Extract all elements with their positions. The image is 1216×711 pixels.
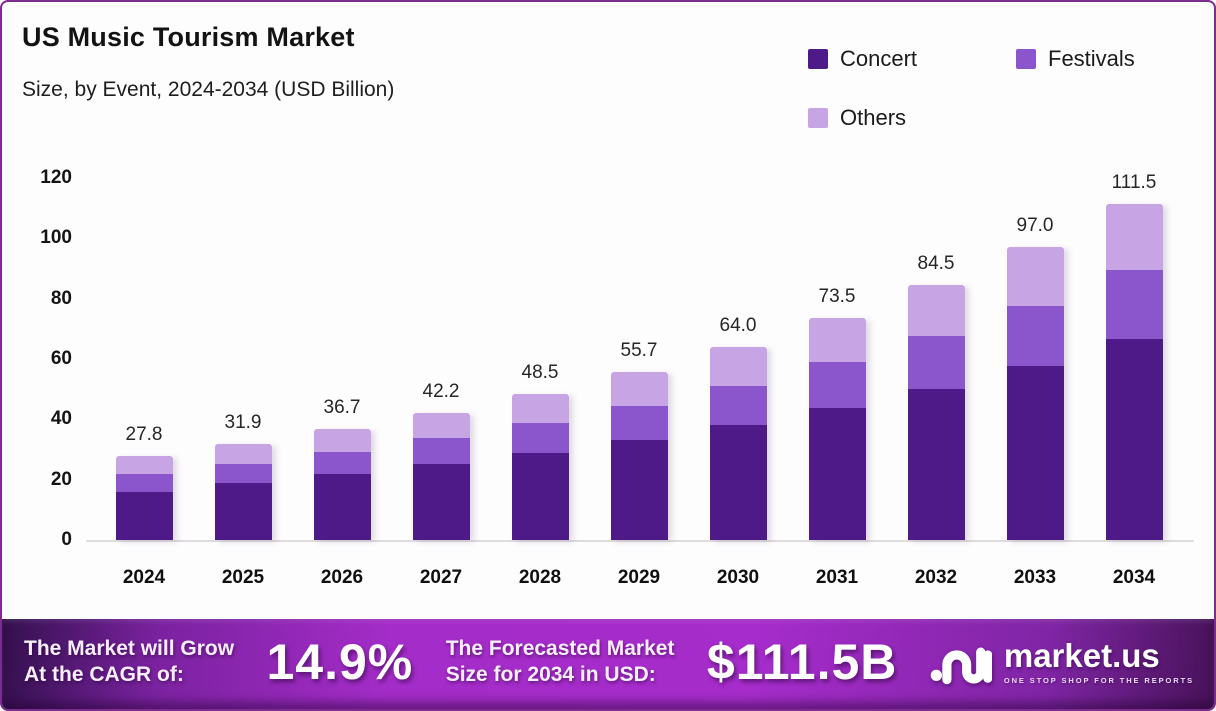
bar-segment-concert-2028 [511, 452, 569, 540]
x-tick-2024: 2024 [122, 567, 166, 588]
bar-2033 [1006, 247, 1064, 540]
bar-segment-festivals-2033 [1006, 305, 1064, 366]
y-tick-100: 100 [40, 227, 72, 249]
bar-segment-festivals-2024 [115, 473, 173, 492]
total-label-2032: 84.5 [917, 253, 955, 275]
brand-tagline: ONE STOP SHOP FOR THE REPORTS [1003, 676, 1194, 685]
x-axis-line [86, 540, 1194, 542]
total-label-2034: 111.5 [1111, 171, 1157, 193]
legend-label-others: Others [840, 105, 907, 130]
bar-segment-others-2027 [412, 412, 470, 439]
legend-item-others: Others [808, 105, 906, 131]
total-label-2027: 42.2 [422, 380, 460, 402]
legend-item-festivals: Festivals [1016, 46, 1135, 72]
bar-segment-others-2032 [907, 285, 965, 337]
bar-segment-festivals-2026 [313, 451, 371, 475]
bar-segment-others-2034 [1105, 203, 1163, 270]
total-label-2025: 31.9 [224, 411, 262, 433]
cagr-value: 14.9% [266, 634, 414, 690]
forecast-value: $111.5B [706, 634, 898, 690]
total-label-2033: 97.0 [1016, 215, 1054, 237]
cagr-label: The Market will Grow At the CAGR of: [24, 636, 235, 686]
total-label-2030: 64.0 [719, 314, 757, 336]
y-tick-60: 60 [50, 348, 72, 369]
x-tick-2025: 2025 [221, 567, 265, 588]
bar-segment-festivals-2027 [412, 438, 470, 464]
bar-2029 [610, 371, 668, 540]
y-tick-0: 0 [61, 529, 72, 550]
bar-2028 [511, 393, 569, 540]
total-label-2028: 48.5 [521, 361, 559, 383]
y-tick-40: 40 [50, 408, 72, 430]
bar-segment-others-2030 [709, 346, 767, 387]
bar-segment-others-2028 [511, 393, 569, 424]
y-tick-120: 120 [40, 167, 72, 188]
y-tick-20: 20 [50, 468, 72, 490]
legend-label-concert: Concert [840, 46, 918, 71]
bar-segment-festivals-2029 [610, 406, 668, 441]
bar-segment-concert-2027 [412, 463, 470, 540]
page-title: US Music Tourism Market [22, 22, 355, 52]
x-tick-2028: 2028 [518, 567, 562, 588]
bar-segment-concert-2034 [1105, 338, 1163, 540]
bar-segment-festivals-2032 [907, 336, 965, 389]
bar-segment-concert-2024 [115, 492, 173, 540]
x-tick-2029: 2029 [617, 567, 661, 588]
bar-2034 [1105, 203, 1163, 540]
footer-banner: The Market will Grow At the CAGR of: 14.… [2, 619, 1214, 709]
bar-segment-festivals-2028 [511, 423, 569, 453]
bar-segment-others-2031 [808, 318, 866, 363]
festivals-swatch-icon [1016, 49, 1036, 69]
concert-swatch-icon [808, 49, 828, 69]
total-label-2026: 36.7 [323, 397, 361, 419]
x-tick-2032: 2032 [914, 567, 958, 588]
bar-segment-concert-2025 [214, 483, 272, 540]
bar-segment-concert-2026 [313, 474, 371, 540]
bar-segment-others-2033 [1006, 247, 1064, 306]
bar-segment-concert-2031 [808, 408, 866, 540]
others-swatch-icon [808, 108, 828, 128]
legend-item-concert: Concert [808, 46, 917, 72]
brand-text: market.us ONE STOP SHOP FOR THE REPORTS [1004, 639, 1194, 685]
bar-2031 [808, 318, 866, 540]
bar-segment-concert-2032 [907, 388, 965, 540]
bar-segment-others-2026 [313, 429, 371, 452]
total-label-2031: 73.5 [818, 286, 856, 308]
bar-segment-concert-2033 [1006, 365, 1064, 540]
brand-block: market.us ONE STOP SHOP FOR THE REPORTS [930, 637, 1194, 687]
bar-2030 [709, 346, 767, 540]
bar-segment-others-2025 [214, 443, 272, 464]
market-us-logo-icon [930, 647, 992, 685]
total-label-2029: 55.7 [620, 339, 658, 361]
x-tick-2031: 2031 [815, 567, 859, 588]
bar-2027 [412, 412, 470, 540]
x-tick-2033: 2033 [1013, 567, 1057, 588]
page-subtitle: Size, by Event, 2024-2034 (USD Billion) [22, 78, 395, 101]
x-tick-2034: 2034 [1112, 567, 1156, 588]
y-tick-80: 80 [50, 287, 72, 309]
brand-name: market.us [1003, 637, 1160, 674]
bar-2024 [115, 456, 173, 540]
bar-2025 [214, 443, 272, 540]
bar-segment-concert-2030 [709, 424, 767, 540]
forecast-label: The Forecasted Market Size for 2034 in U… [445, 636, 675, 686]
bar-segment-concert-2029 [610, 440, 668, 540]
bar-segment-festivals-2030 [709, 386, 767, 425]
bar-segment-others-2024 [115, 456, 173, 474]
x-tick-2027: 2027 [419, 567, 463, 588]
bar-2032 [907, 285, 965, 540]
x-tick-2030: 2030 [716, 567, 760, 588]
total-label-2024: 27.8 [125, 424, 163, 446]
bar-segment-festivals-2025 [214, 463, 272, 484]
legend-label-festivals: Festivals [1048, 46, 1135, 71]
bar-segment-festivals-2034 [1105, 270, 1163, 339]
bar-segment-festivals-2031 [808, 362, 866, 409]
bar-2026 [313, 429, 371, 540]
x-tick-2026: 2026 [320, 567, 364, 588]
bar-segment-others-2029 [610, 371, 668, 407]
